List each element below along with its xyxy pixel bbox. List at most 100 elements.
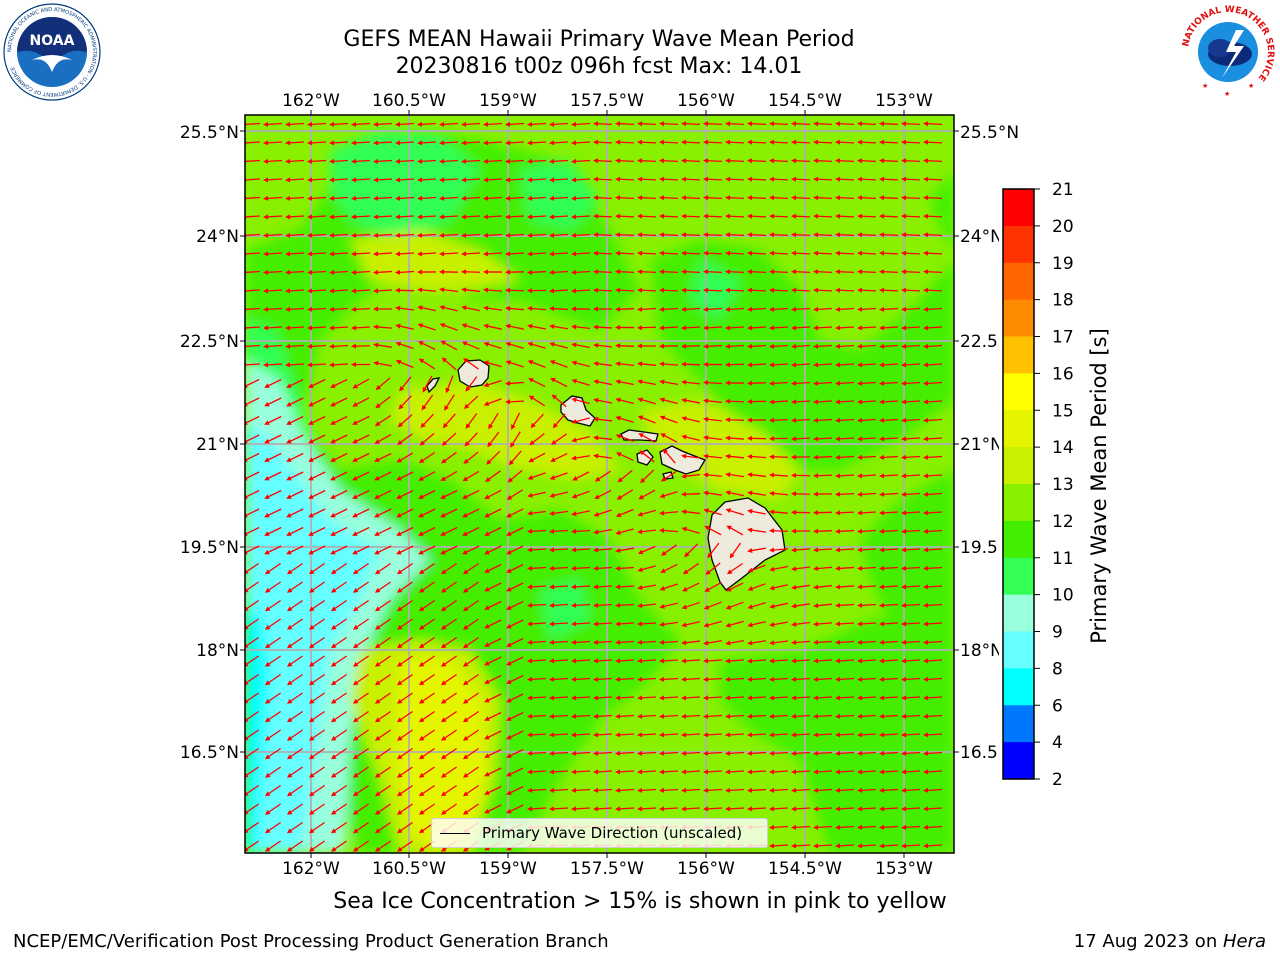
- wave-arrow: [659, 213, 679, 219]
- wave-arrow: [791, 250, 811, 256]
- wave-arrow: [857, 158, 877, 164]
- wave-arrow: [329, 158, 349, 164]
- wave-arrow: [483, 269, 503, 275]
- wave-arrow: [527, 602, 547, 608]
- wave-arrow: [593, 139, 613, 145]
- wave-arrow: [484, 526, 502, 536]
- wave-arrow: [637, 195, 657, 201]
- wave-arrow: [307, 269, 327, 275]
- wave-arrow: [747, 602, 766, 610]
- wave-arrow: [571, 342, 590, 349]
- wave-arrow: [374, 434, 392, 444]
- wave-arrow: [374, 618, 391, 630]
- wave-arrow: [637, 584, 656, 591]
- colorbar-cell: [1003, 225, 1034, 264]
- wave-arrow: [747, 472, 767, 478]
- wave-arrow: [725, 158, 745, 164]
- wave-arrow: [659, 639, 679, 645]
- wave-arrow: [422, 375, 433, 393]
- wave-arrow: [439, 269, 459, 275]
- colorbar-cell: [1003, 447, 1034, 485]
- wave-arrow: [681, 121, 701, 127]
- wave-arrow: [245, 636, 259, 648]
- wave-arrow: [637, 397, 656, 405]
- wave-arrow: [330, 508, 348, 518]
- wave-arrow: [245, 840, 259, 852]
- wave-arrow: [506, 563, 524, 573]
- wave-arrow: [330, 729, 347, 741]
- wave-arrow: [264, 378, 282, 388]
- wave-arrow: [330, 710, 347, 723]
- wave-arrow: [571, 195, 591, 201]
- wave-arrow: [571, 214, 591, 220]
- island-hawaii: [707, 497, 786, 591]
- wave-arrow: [506, 785, 524, 795]
- wave-arrow: [813, 603, 833, 609]
- wave-arrow: [571, 621, 591, 627]
- wave-arrow: [352, 526, 370, 536]
- wave-arrow: [923, 621, 943, 627]
- lat-label: 21°N: [196, 435, 239, 455]
- wave-arrow: [791, 287, 811, 293]
- wave-arrow: [769, 640, 789, 646]
- wave-arrow: [615, 213, 635, 219]
- wave-arrow: [879, 787, 899, 793]
- wave-arrow: [857, 695, 877, 701]
- wave-arrow: [593, 121, 613, 127]
- wave-arrow: [527, 565, 547, 571]
- wave-arrow: [725, 176, 745, 182]
- wave-arrow: [264, 471, 282, 481]
- wave-arrow: [483, 214, 503, 220]
- wave-arrow: [835, 454, 855, 460]
- wave-arrow: [747, 769, 767, 775]
- wave-arrow: [901, 750, 921, 756]
- wave-arrow: [549, 306, 569, 312]
- wave-arrow: [615, 324, 635, 330]
- wave-arrow: [813, 824, 833, 830]
- wave-arrow: [395, 158, 415, 164]
- wave-arrow: [549, 639, 569, 645]
- wave-arrow: [571, 490, 590, 499]
- wave-arrow: [615, 452, 634, 461]
- wave-arrow: [879, 380, 899, 386]
- wave-arrow: [307, 251, 327, 257]
- wave-arrow: [659, 769, 679, 775]
- wave-arrow: [527, 510, 547, 516]
- lon-label: 156°W: [677, 859, 735, 879]
- wave-arrow: [791, 380, 811, 386]
- wave-arrow: [703, 806, 723, 812]
- wave-arrow: [726, 525, 744, 536]
- wave-arrow: [835, 732, 855, 738]
- wave-arrow: [396, 673, 413, 686]
- wave-arrow: [549, 342, 568, 349]
- wave-arrow: [462, 636, 479, 649]
- wave-arrow: [923, 843, 943, 849]
- wave-arrow: [835, 806, 855, 812]
- wave-arrow: [791, 158, 811, 164]
- wave-arrow: [615, 584, 635, 590]
- wave-arrow: [549, 491, 568, 498]
- wave-arrow: [527, 676, 547, 682]
- wave-arrow: [659, 583, 678, 591]
- wave-arrow: [835, 547, 855, 553]
- wave-arrow: [465, 376, 478, 392]
- wave-arrow: [594, 470, 612, 482]
- wave-arrow: [484, 637, 502, 647]
- wave-arrow: [901, 399, 921, 405]
- wave-arrow: [505, 399, 525, 405]
- wave-arrow: [417, 158, 437, 164]
- wave-arrow: [923, 676, 943, 682]
- wave-arrow: [769, 695, 789, 701]
- wave-arrow: [857, 232, 877, 238]
- wave-arrow: [352, 545, 370, 555]
- wave-arrow: [396, 581, 413, 593]
- wave-arrow: [813, 843, 833, 849]
- wave-arrow: [835, 473, 855, 479]
- wave-arrow: [463, 395, 479, 409]
- wave-arrow: [637, 713, 657, 719]
- wave-arrow: [351, 362, 371, 368]
- wave-arrow: [593, 806, 613, 812]
- wave-arrow: [330, 378, 348, 388]
- wave-arrow: [330, 599, 347, 612]
- wave-arrow: [329, 306, 349, 312]
